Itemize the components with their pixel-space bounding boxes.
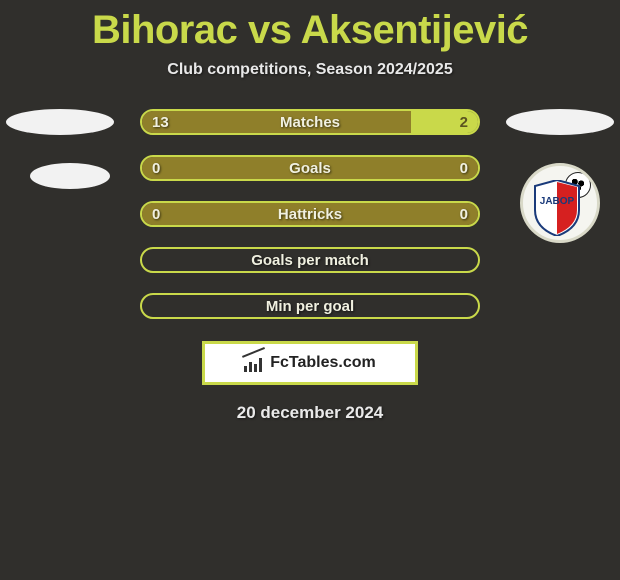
bar-goals: 0 Goals 0	[140, 155, 480, 181]
bar-label: Hattricks	[142, 206, 478, 223]
footer-brand-text: FcTables.com	[270, 354, 376, 372]
bar-goals-per-match: Goals per match	[140, 247, 480, 273]
club-left-badge	[30, 163, 110, 189]
bar-label: Matches	[142, 114, 478, 131]
comparison-panel: JABOP 13 Matches 2 0 Goals 0 0 Hattricks…	[0, 109, 620, 319]
bar-value-right: 2	[460, 114, 468, 131]
chart-icon	[244, 354, 266, 372]
player-left-badge	[6, 109, 114, 135]
bar-value-right: 0	[460, 160, 468, 177]
bar-label: Min per goal	[142, 298, 478, 315]
bar-value-right: 0	[460, 206, 468, 223]
bar-matches: 13 Matches 2	[140, 109, 480, 135]
bar-hattricks: 0 Hattricks 0	[140, 201, 480, 227]
shield-icon: JABOP	[533, 180, 581, 236]
stat-bars: 13 Matches 2 0 Goals 0 0 Hattricks 0 Goa…	[140, 109, 480, 319]
footer-brand-badge[interactable]: FcTables.com	[202, 341, 418, 385]
page-title: Bihorac vs Aksentijević	[0, 0, 620, 53]
player-right-badge	[506, 109, 614, 135]
bar-label: Goals	[142, 160, 478, 177]
club-right-logo: JABOP	[520, 163, 600, 243]
page-subtitle: Club competitions, Season 2024/2025	[0, 61, 620, 79]
bar-min-per-goal: Min per goal	[140, 293, 480, 319]
svg-text:JABOP: JABOP	[540, 196, 575, 207]
date-label: 20 december 2024	[0, 403, 620, 423]
bar-label: Goals per match	[142, 252, 478, 269]
